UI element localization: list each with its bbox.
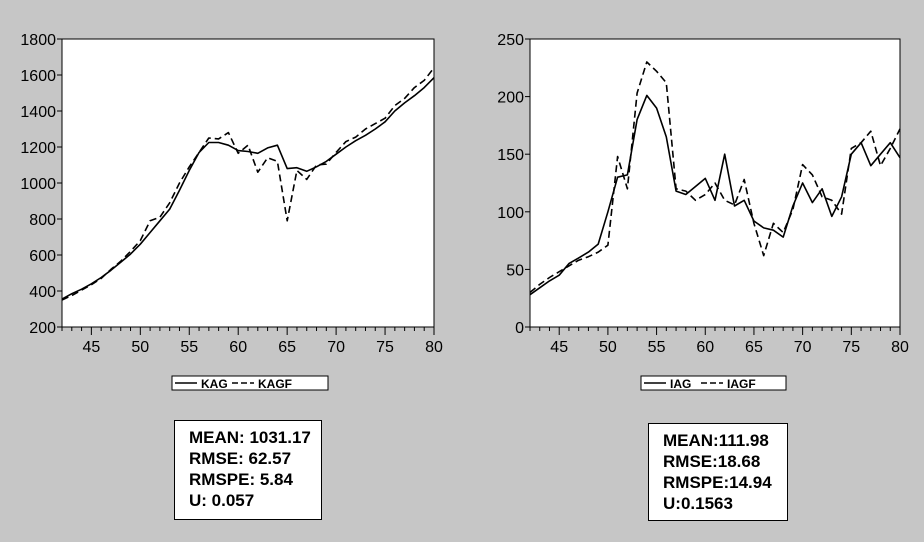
iag-y-tick-label: 100	[497, 205, 524, 222]
iag-y-tick-label: 0	[515, 320, 524, 337]
kag-y-tick-label: 1400	[20, 104, 56, 121]
iag-legend-iagf-label: IAGF	[727, 377, 756, 391]
kag-legend: KAG KAGF	[171, 375, 329, 391]
kag-series-kag-line	[61, 77, 435, 300]
kag-legend-kag-label: KAG	[201, 377, 228, 391]
kag-y-tick-label: 400	[29, 284, 56, 301]
iag-x-tick-label: 65	[745, 339, 763, 356]
iag-y-tick-label: 150	[497, 147, 524, 164]
kag-mean: MEAN: 1031.17	[189, 428, 311, 447]
kag-x-tick-label: 50	[131, 339, 149, 356]
iag-y-tick-label: 50	[506, 262, 524, 279]
iag-statistics-box: MEAN:111.98 RMSE:18.68 RMSPE:14.94 U:0.1…	[648, 423, 788, 521]
kag-x-tick-label: 45	[82, 339, 100, 356]
kag-x-tick-label: 80	[425, 339, 443, 356]
iag-x-tick-label: 45	[550, 339, 568, 356]
kag-chart: 200 400 600 800 1000 1200 1400 1600 1800 45 50 55 60…	[20, 32, 443, 391]
iag-x-tick-label: 55	[648, 339, 666, 356]
iag-rmse: RMSE:18.68	[663, 452, 761, 471]
kag-plot-area	[62, 39, 434, 327]
kag-y-tick-label: 1000	[20, 176, 56, 193]
iag-series-iag-line	[529, 94, 901, 296]
kag-x-tick-label: 75	[376, 339, 394, 356]
iag-rmspe: RMSPE:14.94	[663, 473, 772, 492]
iag-mean: MEAN:111.98	[663, 431, 769, 450]
iag-y-tick-label: 200	[497, 90, 524, 107]
kag-y-tick-label: 200	[29, 320, 56, 337]
iag-series-iagf-line	[529, 61, 901, 294]
iag-chart: 0 50 100 150 200 250 45 50 55 60 65 70 75 80 IAG IAGF	[497, 32, 909, 391]
kag-legend-kagf-label: KAGF	[258, 377, 292, 391]
kag-x-tick-label: 55	[180, 339, 198, 356]
kag-rmse: RMSE: 62.57	[189, 449, 292, 468]
kag-u: U: 0.057	[189, 491, 255, 510]
kag-y-tick-label: 600	[29, 248, 56, 265]
iag-x-tick-label: 80	[891, 339, 909, 356]
kag-y-tick-label: 800	[29, 212, 56, 229]
kag-rmspe: RMSPE: 5.84	[189, 470, 293, 489]
iag-x-tick-label: 50	[599, 339, 617, 356]
iag-u: U:0.1563	[663, 494, 733, 513]
kag-x-tick-label: 60	[229, 339, 247, 356]
iag-legend: IAG IAGF	[640, 375, 787, 391]
iag-x-tick-label: 75	[842, 339, 860, 356]
kag-x-tick-label: 70	[327, 339, 345, 356]
kag-series-kagf-line	[61, 67, 435, 301]
kag-y-tick-label: 1600	[20, 68, 56, 85]
kag-y-tick-label: 1800	[20, 32, 56, 49]
iag-x-tick-label: 60	[696, 339, 714, 356]
iag-y-tick-label: 250	[497, 32, 524, 49]
iag-legend-iag-label: IAG	[670, 377, 691, 391]
kag-y-tick-label: 1200	[20, 140, 56, 157]
kag-statistics-box: MEAN: 1031.17 RMSE: 62.57 RMSPE: 5.84 U:…	[174, 420, 322, 520]
kag-x-tick-label: 65	[278, 339, 296, 356]
iag-x-tick-label: 70	[794, 339, 812, 356]
